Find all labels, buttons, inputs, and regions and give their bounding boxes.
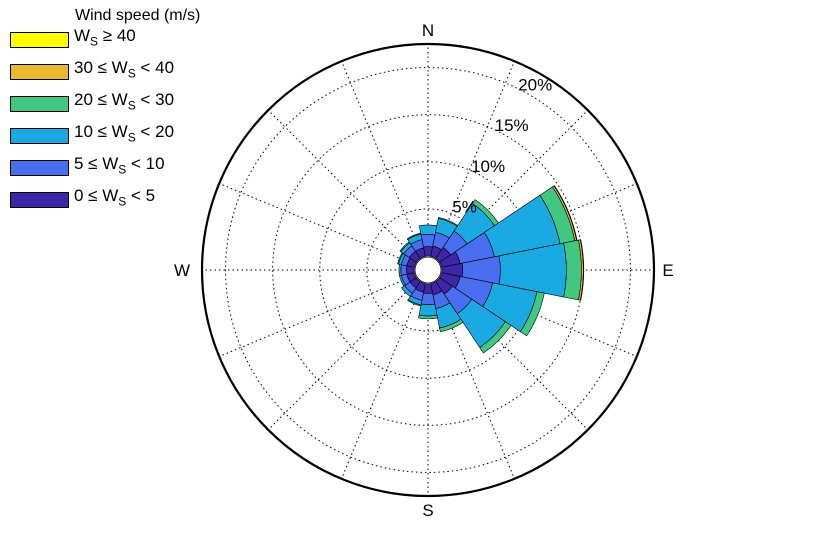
legend-swatch xyxy=(10,96,69,112)
grid-spoke xyxy=(432,61,515,258)
legend-item: 30 ≤ WS < 40 xyxy=(8,58,200,90)
ring-label-15pct: 15% xyxy=(495,116,529,135)
legend-label: 30 ≤ WS < 40 xyxy=(74,58,175,81)
bar-S-series-4 xyxy=(418,314,438,320)
grid-spoke xyxy=(267,109,419,261)
bar-SSE-series-4 xyxy=(439,318,464,333)
grid-spoke xyxy=(219,274,416,357)
grid-spoke xyxy=(267,279,419,431)
bar-E-series-6 xyxy=(579,239,585,301)
legend-items: WS ≥ 40 30 ≤ WS < 40 20 ≤ WS < 30 10 ≤ WS <… xyxy=(8,26,200,218)
legend-title: Wind speed (m/s) xyxy=(75,7,201,24)
compass-label-S: S xyxy=(422,501,433,520)
grid-spoke xyxy=(341,61,424,258)
bar-SSW-series-4 xyxy=(407,299,422,307)
bar-NE-series-4 xyxy=(472,199,499,226)
polar-outline xyxy=(200,42,656,498)
bar-E-series-4 xyxy=(563,239,582,301)
legend-swatch xyxy=(10,192,69,208)
legend-swatch xyxy=(10,160,69,176)
wind-rose-bars xyxy=(397,185,585,354)
legend-item: WS ≥ 40 xyxy=(8,26,200,58)
bar-W-series-2 xyxy=(400,264,408,276)
legend-swatch xyxy=(10,64,69,80)
center-hole xyxy=(414,256,442,284)
grid-ring-4 xyxy=(225,67,631,473)
bar-ESE-series-4 xyxy=(519,291,545,337)
ring-label-5pct: 5% xyxy=(452,198,477,217)
bar-SW-series-3 xyxy=(401,285,413,297)
bar-NNW-series-4 xyxy=(406,232,422,240)
legend-label: WS ≥ 40 xyxy=(74,26,136,49)
grid-spoke xyxy=(219,183,416,266)
bar-SE-series-4 xyxy=(479,321,512,354)
ring-label-20pct: 20% xyxy=(518,75,552,94)
legend-item: 20 ≤ WS < 30 xyxy=(8,90,200,122)
bar-WNW-series-4 xyxy=(397,252,404,265)
grid-spoke xyxy=(341,282,424,479)
polar-grid xyxy=(202,44,654,496)
grid-spoke xyxy=(440,274,637,357)
grid-spoke xyxy=(432,282,515,479)
legend: Wind speed (m/s) WS ≥ 40 30 ≤ WS < 40 20 ≤… xyxy=(8,6,200,218)
legend-label: 10 ≤ WS < 20 xyxy=(74,122,175,145)
bar-NNE-series-4 xyxy=(437,217,459,227)
outer-circle xyxy=(200,42,656,498)
bar-N-series-3 xyxy=(418,224,438,236)
compass-label-N: N xyxy=(422,21,434,40)
bar-W-series-3 xyxy=(398,263,402,277)
legend-swatch xyxy=(10,128,69,144)
legend-item: 5 ≤ WS < 10 xyxy=(8,154,200,186)
legend-swatch xyxy=(10,32,69,48)
grid-spoke xyxy=(437,279,589,431)
legend-label: 5 ≤ WS < 10 xyxy=(74,154,165,177)
legend-item: 0 ≤ WS < 5 xyxy=(8,186,200,218)
ring-label-10pct: 10% xyxy=(471,157,505,176)
bar-S-series-3 xyxy=(418,303,438,317)
legend-label: 20 ≤ WS < 30 xyxy=(74,90,175,113)
legend-item: 10 ≤ WS < 20 xyxy=(8,122,200,154)
legend-label: 0 ≤ WS < 5 xyxy=(74,186,156,209)
bar-NW-series-4 xyxy=(399,241,411,253)
bar-ENE-series-6 xyxy=(553,185,578,241)
grid-spoke xyxy=(440,183,637,266)
axis-labels: N E S W 5% 10% 15% 20% xyxy=(174,21,674,520)
compass-label-W: W xyxy=(174,261,190,280)
compass-label-E: E xyxy=(662,261,673,280)
grid-spoke xyxy=(437,109,589,261)
